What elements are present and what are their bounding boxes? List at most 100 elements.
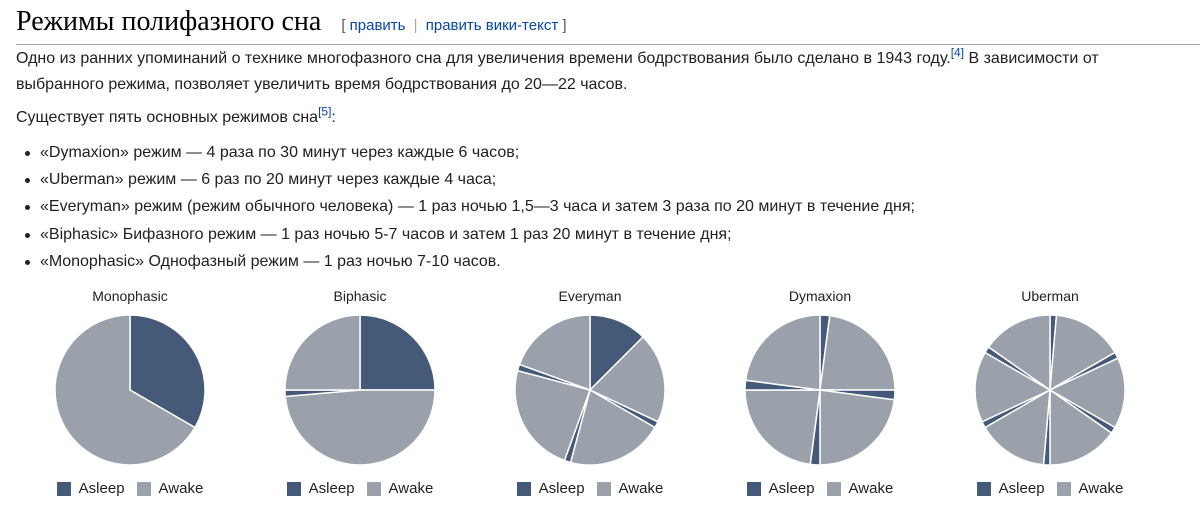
modes-list: «Dymaxion» режим — 4 раза по 30 минут че… bbox=[16, 140, 915, 276]
chart-title: Everyman bbox=[558, 288, 622, 304]
pie-svg bbox=[744, 314, 896, 466]
legend-label-asleep: Asleep bbox=[308, 480, 355, 497]
pie-slice-awake bbox=[1048, 357, 1126, 429]
section-heading: Режимы полифазного сна [ править | прави… bbox=[16, 4, 1200, 45]
legend-label-awake: Awake bbox=[158, 480, 204, 497]
intro-text-2: В зависимости от выбранного режима, позв… bbox=[16, 50, 1099, 93]
legend-item-awake: Awake bbox=[366, 480, 434, 497]
legend-item-asleep: Asleep bbox=[746, 480, 815, 497]
pie-chart: Uberman Asleep Awake bbox=[950, 286, 1150, 506]
list-item-text: «Everyman» режим (режим обычного человек… bbox=[40, 198, 915, 216]
bullet-icon bbox=[25, 178, 30, 184]
legend-swatch-awake bbox=[366, 481, 381, 496]
bullet-icon bbox=[25, 151, 30, 156]
pie-slice-awake bbox=[744, 314, 821, 391]
list-item-text: «Monophasic» Однофазный режим — 1 раз но… bbox=[40, 252, 501, 270]
pie-slice-asleep bbox=[359, 314, 436, 391]
legend-item-awake: Awake bbox=[826, 480, 894, 497]
intro-paragraph: Одно из ранних упоминаний о технике мног… bbox=[16, 46, 1181, 97]
pie-slice-awake bbox=[744, 389, 821, 466]
list-item-text: «Uberman» режим — 6 раз по 20 минут чере… bbox=[40, 171, 497, 189]
edit-wikitext-link[interactable]: править вики-текст bbox=[425, 17, 559, 34]
chart-legend: Asleep Awake bbox=[260, 480, 460, 497]
legend-label-awake: Awake bbox=[388, 480, 434, 497]
legend-swatch-asleep bbox=[56, 481, 71, 496]
legend-item-asleep: Asleep bbox=[286, 480, 355, 497]
list-item-text: «Biphasic» Бифазного режим — 1 раз ночью… bbox=[40, 225, 732, 243]
chart-title: Biphasic bbox=[333, 288, 387, 304]
pie-slice-awake bbox=[54, 314, 196, 466]
pie-slice-awake bbox=[518, 314, 591, 392]
edit-link[interactable]: править bbox=[349, 17, 406, 34]
bullet-icon bbox=[25, 259, 30, 265]
legend-item-asleep: Asleep bbox=[976, 480, 1045, 497]
pie-svg bbox=[974, 314, 1126, 466]
legend-swatch-awake bbox=[136, 481, 151, 496]
chart-title: Monophasic bbox=[92, 288, 168, 304]
chart-title: Uberman bbox=[1021, 288, 1079, 304]
pie-slice-awake bbox=[974, 351, 1052, 423]
legend-swatch-asleep bbox=[286, 481, 301, 496]
legend-item-asleep: Asleep bbox=[56, 480, 125, 497]
modes-intro-colon: : bbox=[331, 109, 336, 126]
list-item: «Everyman» режим (режим обычного человек… bbox=[16, 194, 915, 221]
legend-swatch-asleep bbox=[746, 481, 761, 496]
reference-link-5[interactable]: [5] bbox=[318, 104, 332, 119]
legend-swatch-awake bbox=[1056, 481, 1071, 496]
pie-slice-asleep bbox=[129, 314, 206, 429]
legend-item-awake: Awake bbox=[1056, 480, 1124, 497]
pie-chart: Everyman Asleep Awake bbox=[490, 286, 690, 506]
section-title: Режимы полифазного сна bbox=[16, 6, 322, 37]
list-item-text: «Dymaxion» режим — 4 раза по 30 минут че… bbox=[40, 144, 520, 161]
pie-slice-awake bbox=[284, 389, 436, 466]
pie-slice-awake bbox=[819, 389, 896, 466]
pie-slice-awake bbox=[284, 314, 361, 391]
legend-label-asleep: Asleep bbox=[538, 480, 585, 497]
edit-bracket-open: [ bbox=[341, 17, 346, 34]
pie-chart: Dymaxion Asleep Awake bbox=[720, 286, 920, 506]
legend-swatch-asleep bbox=[976, 481, 991, 496]
legend-item-asleep: Asleep bbox=[516, 480, 585, 497]
chart-legend: Asleep Awake bbox=[720, 480, 920, 497]
edit-section-links: [ править | править вики-текст ] bbox=[341, 17, 566, 34]
pie-slice-awake bbox=[588, 335, 666, 423]
pie-slice-awake bbox=[569, 388, 656, 466]
legend-swatch-awake bbox=[596, 481, 611, 496]
legend-label-awake: Awake bbox=[848, 480, 894, 497]
legend-label-asleep: Asleep bbox=[78, 480, 125, 497]
edit-separator: | bbox=[413, 17, 418, 34]
pie-slice-awake bbox=[1049, 314, 1116, 392]
legend-label-asleep: Asleep bbox=[768, 480, 815, 497]
pie-chart: Biphasic Asleep Awake bbox=[260, 286, 460, 506]
pie-slice-awake bbox=[819, 314, 896, 391]
bullet-icon bbox=[25, 232, 30, 238]
chart-legend: Asleep Awake bbox=[490, 480, 690, 497]
modes-intro-text: Существует пять основных режимов сна bbox=[16, 109, 319, 126]
legend-item-awake: Awake bbox=[596, 480, 664, 497]
pie-slice-awake bbox=[984, 388, 1051, 466]
chart-legend: Asleep Awake bbox=[950, 480, 1150, 497]
legend-label-awake: Awake bbox=[618, 480, 664, 497]
chart-legend: Asleep Awake bbox=[30, 480, 230, 497]
pie-slice-awake bbox=[514, 369, 591, 462]
list-item: «Biphasic» Бифазного режим — 1 раз ночью… bbox=[16, 222, 915, 249]
legend-label-asleep: Asleep bbox=[998, 480, 1045, 497]
bullet-icon bbox=[25, 205, 30, 211]
pie-svg bbox=[54, 314, 206, 466]
pie-slice-awake bbox=[1049, 388, 1113, 466]
legend-label-awake: Awake bbox=[1078, 480, 1124, 497]
modes-intro-paragraph: Существует пять основных режимов сна[5]: bbox=[16, 105, 1181, 131]
list-item: «Monophasic» Однофазный режим — 1 раз но… bbox=[16, 249, 915, 276]
pie-svg bbox=[514, 314, 666, 466]
legend-swatch-awake bbox=[826, 481, 841, 496]
legend-item-awake: Awake bbox=[136, 480, 204, 497]
intro-text-1: Одно из ранних упоминаний о технике мног… bbox=[16, 50, 951, 67]
reference-link-4[interactable]: [4] bbox=[950, 45, 965, 60]
pie-slice-asleep bbox=[589, 314, 645, 392]
pie-chart: Monophasic Asleep Awake bbox=[30, 286, 230, 506]
legend-swatch-asleep bbox=[516, 481, 531, 496]
pie-slice-awake bbox=[987, 314, 1051, 392]
list-item: «Uberman» режим — 6 раз по 20 минут чере… bbox=[16, 167, 915, 194]
list-item: «Dymaxion» режим — 4 раза по 30 минут че… bbox=[16, 140, 915, 167]
